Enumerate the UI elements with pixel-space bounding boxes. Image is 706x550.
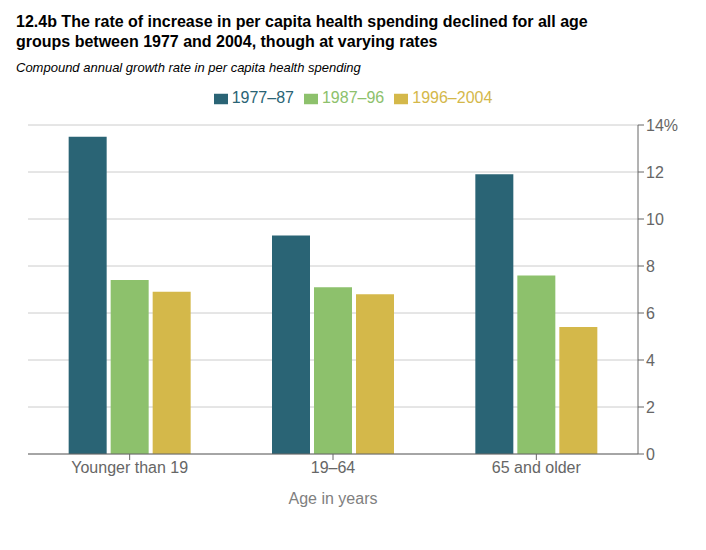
html-text:1996–2004: 1996–2004: [412, 89, 493, 106]
svg-text:14%: 14%: [646, 117, 678, 134]
svg-text:2: 2: [646, 399, 655, 416]
html-text:1977–87: 1977–87: [231, 89, 294, 106]
svg-text:65 and older: 65 and older: [492, 459, 582, 476]
svg-text:10: 10: [646, 211, 664, 228]
svg-text:Age in years: Age in years: [289, 490, 378, 507]
svg-text:12: 12: [646, 164, 664, 181]
html-text:Compound annual growth rate in: Compound annual growth rate in per capit…: [16, 60, 361, 75]
svg-text:4: 4: [646, 352, 655, 369]
svg-text:6: 6: [646, 305, 655, 322]
svg-text:19–64: 19–64: [311, 459, 356, 476]
svg-text:Younger than 19: Younger than 19: [71, 459, 188, 476]
html-text:12.4b The rate of increase in: 12.4b The rate of increase in per capita…: [16, 13, 588, 50]
svg-text:0: 0: [646, 446, 655, 463]
svg-text:8: 8: [646, 258, 655, 275]
html-text:1987–96: 1987–96: [322, 89, 385, 106]
